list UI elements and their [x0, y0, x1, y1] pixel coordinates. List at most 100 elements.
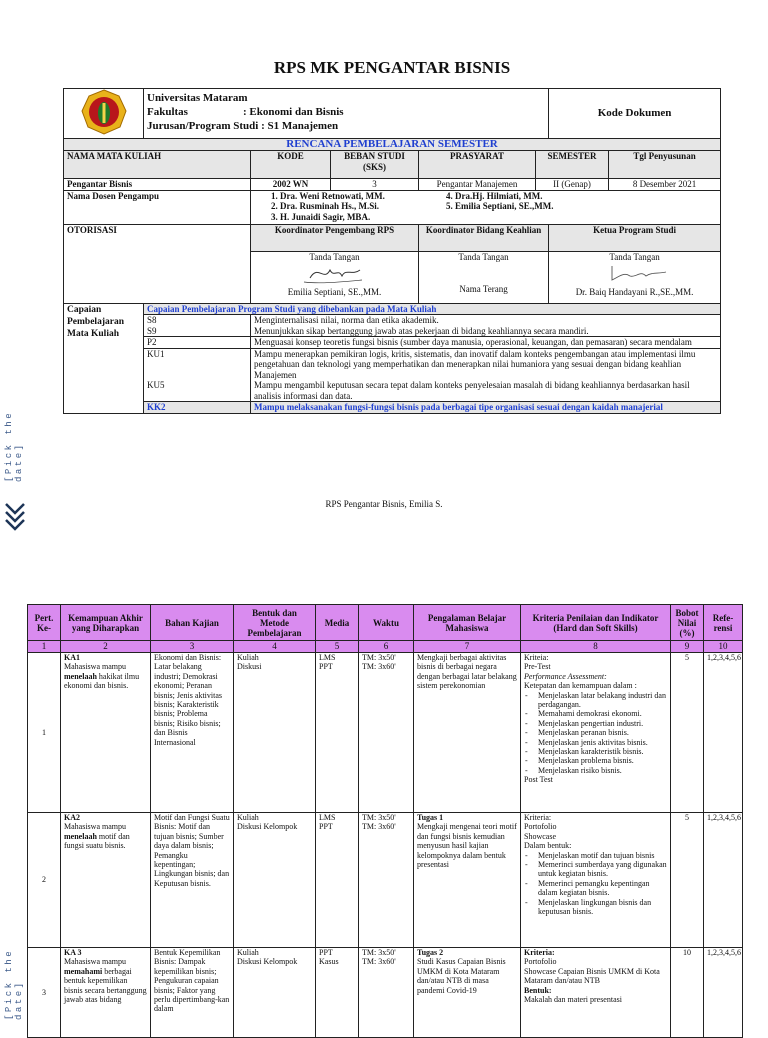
nama-mata-kuliah-value: Pengantar Bisnis: [63, 178, 251, 191]
column-number: 2: [60, 640, 151, 653]
capaian-text: Mampu mengambil keputusan secara tepat d…: [249, 380, 722, 402]
col-kode: KODE: [250, 150, 331, 179]
media-item: PPT: [319, 948, 333, 958]
column-number: 6: [358, 640, 414, 653]
column-header: Bentuk dan Metode Pembelajaran: [233, 604, 316, 641]
kriteria-cell: Kriteia: Pre-Test Performance Assessment: K…: [520, 652, 671, 813]
kriteria-line: Makalah dan materi presentasi: [524, 995, 622, 1005]
signature-cell-bidang: Tanda Tangan Nama Terang: [417, 250, 550, 304]
chevron-double-down-icon[interactable]: [4, 500, 26, 534]
pengalaman-text: Mengkaji berbagai aktivitas bisnis di be…: [417, 653, 517, 691]
ka-pre: Mahasiswa mampu: [64, 822, 126, 832]
kriteria-intro: Ketepatan dan kemampuan dalam :: [524, 681, 637, 691]
kriteria-item: Menjelaskan latar belakang industri dan …: [525, 691, 667, 710]
capaian-row: KU5 Mampu mengambil keputusan secara tep…: [64, 380, 722, 402]
column-number: 9: [670, 640, 704, 653]
rps-header-table: Universitas Mataram Fakultas: Ekonomi da…: [62, 88, 722, 414]
ka-post: motif dan fungsi suatu bisnis.: [64, 831, 130, 851]
column-header: Kriteria Penilaian dan Indikator (Hard d…: [520, 604, 671, 641]
capaian-row: KK2 Mampu melaksanakan fungsi-fungsi bis…: [63, 401, 722, 414]
tanda-tangan-label: Tanda Tangan: [458, 251, 509, 262]
pert-cell: 3: [27, 947, 61, 1038]
capaian-code: KK2: [143, 401, 251, 414]
ka-pre: Mahasiswa mampu: [64, 662, 126, 672]
university-name: Universitas Mataram: [147, 92, 248, 104]
capaian-row: P2 Menguasai konsep teoretis fungsi bisn…: [64, 336, 722, 349]
kriteria-list: Menjelaskan motif dan tujuan bisnisMemer…: [524, 851, 667, 917]
column-header: Waktu: [358, 604, 414, 641]
ka-pre: Mahasiswa mampu: [64, 957, 126, 967]
pengalaman-text: Studi Kasus Capaian Bisnis UMKM di Kota …: [417, 957, 506, 995]
signature-cell-ketua: Tanda Tangan Dr. Baiq Handayani R.,SE.,M…: [548, 250, 722, 304]
kriteria-line: Kriteria:: [524, 813, 552, 823]
kode-value: 2002 WN: [250, 178, 331, 191]
table-row: 2 KA2 Mahasiswa mampu menelaah motif dan f…: [27, 812, 743, 948]
kriteria-item: Menjelaskan jenis aktivitas bisnis.: [525, 738, 667, 748]
capaian-code: KU5: [143, 380, 251, 402]
tugas-label: Tugas 1: [417, 813, 444, 823]
table-row: 1 KA1 Mahasiswa mampu menelaah hakikat ilm…: [27, 652, 743, 813]
bobot-cell: 10: [670, 947, 704, 1038]
fakultas-label: Fakultas: [147, 106, 188, 118]
capaian-code: KU1: [143, 347, 251, 380]
kriteria-item: Memerinci sumberdaya yang digunakan untu…: [525, 860, 667, 879]
column-number: 5: [315, 640, 359, 653]
media-item: Kasus: [319, 957, 339, 967]
waktu-item: TM: 3x50': [362, 653, 396, 663]
prasyarat-value: Pengantar Manajemen: [418, 178, 536, 191]
metode-cell: Kuliah Diskusi Kelompok: [233, 947, 316, 1038]
kemampuan-cell: KA 3 Mahasiswa mampu memahami berbagai be…: [60, 947, 151, 1038]
dosen-list: 1. Dra. Weni Retnowati, MM. 2. Dra. Rusm…: [249, 189, 722, 225]
waktu-cell: TM: 3x50' TM: 3x60': [358, 947, 414, 1038]
metode-item: Kuliah: [237, 653, 259, 663]
referensi-cell: 1,2,3,4,5,6: [703, 652, 743, 813]
capaian-row: S8 Menginternalisasi nilai, norma dan et…: [64, 314, 722, 326]
bobot-cell: 5: [670, 812, 704, 948]
university-logo-icon: [80, 89, 127, 135]
kriteria-line: Kriteria:: [524, 948, 555, 958]
column-header: Media: [315, 604, 359, 641]
metode-item: Diskusi Kelompok: [237, 957, 298, 967]
header-row: Pert. Ke- Kemampuan Akhir yang Diharapkan…: [27, 604, 743, 641]
column-number: 3: [150, 640, 234, 653]
page-footer: RPS Pengantar Bisnis, Emilia S.: [325, 499, 443, 509]
column-number: 4: [233, 640, 316, 653]
media-item: LMS: [319, 653, 336, 663]
bahan-kajian-cell: Bentuk Kepemilikan Bisnis: Dampak kepemi…: [150, 947, 234, 1038]
col-beban-studi: BEBAN STUDI (SKS): [330, 150, 419, 179]
pick-the-date-label[interactable]: [Pick the date]: [4, 410, 24, 482]
kriteria-line: Portofolio: [524, 822, 557, 832]
semester-value: II (Genap): [534, 178, 610, 191]
column-header: Bahan Kajian: [150, 604, 234, 641]
referensi-cell: 1,2,3,4,5,6: [703, 812, 743, 948]
dosen-item: 1. Dra. Weni Retnowati, MM.: [271, 190, 385, 201]
kemampuan-cell: KA1 Mahasiswa mampu menelaah hakikat ilmu…: [60, 652, 151, 813]
kriteria-tail: Post Test: [524, 775, 553, 785]
dosen-item: 4. Dra.Hj. Hilmiati, MM.: [446, 190, 543, 201]
ka-post: hakikat ilmu ekonomi dan bisnis.: [64, 671, 140, 691]
col-tgl-penyusunan: Tgl Penyusunan: [608, 150, 722, 179]
waktu-item: TM: 3x50': [362, 813, 396, 823]
signer-name: Dr. Baiq Handayani R.,SE.,MM.: [575, 286, 694, 297]
waktu-item: TM: 3x60': [362, 822, 396, 832]
signer-name: Emilia Septiani, SE.,MM.: [287, 286, 382, 297]
kriteria-item: Menjelaskan karakteristik bisnis.: [525, 747, 667, 757]
column-header: Kemampuan Akhir yang Diharapkan: [60, 604, 151, 641]
kriteria-item: Menjelaskan problema bisnis.: [525, 756, 667, 766]
media-item: LMS: [319, 813, 336, 823]
tugas-label: Tugas 2: [417, 948, 444, 958]
capaian-row: KU1 Mampu menerapkan pemikiran logis, kr…: [64, 347, 722, 380]
capaian-text: Menginternalisasi nilai, norma dan etika…: [249, 314, 722, 326]
media-cell: LMS PPT: [315, 812, 359, 948]
column-number: 7: [413, 640, 521, 653]
waktu-cell: TM: 3x50' TM: 3x60': [358, 652, 414, 813]
waktu-item: TM: 3x50': [362, 948, 396, 958]
kriteria-line: Pre-Test: [524, 662, 551, 672]
column-number: 1: [27, 640, 61, 653]
capaian-code: P2: [143, 336, 251, 349]
metode-cell: Kuliah Diskusi: [233, 652, 316, 813]
metode-item: Diskusi Kelompok: [237, 822, 298, 832]
pick-the-date-label[interactable]: [Pick the date]: [4, 948, 24, 1020]
dosen-label: Nama Dosen Pengampu: [63, 189, 251, 225]
metode-item: Kuliah: [237, 948, 259, 958]
